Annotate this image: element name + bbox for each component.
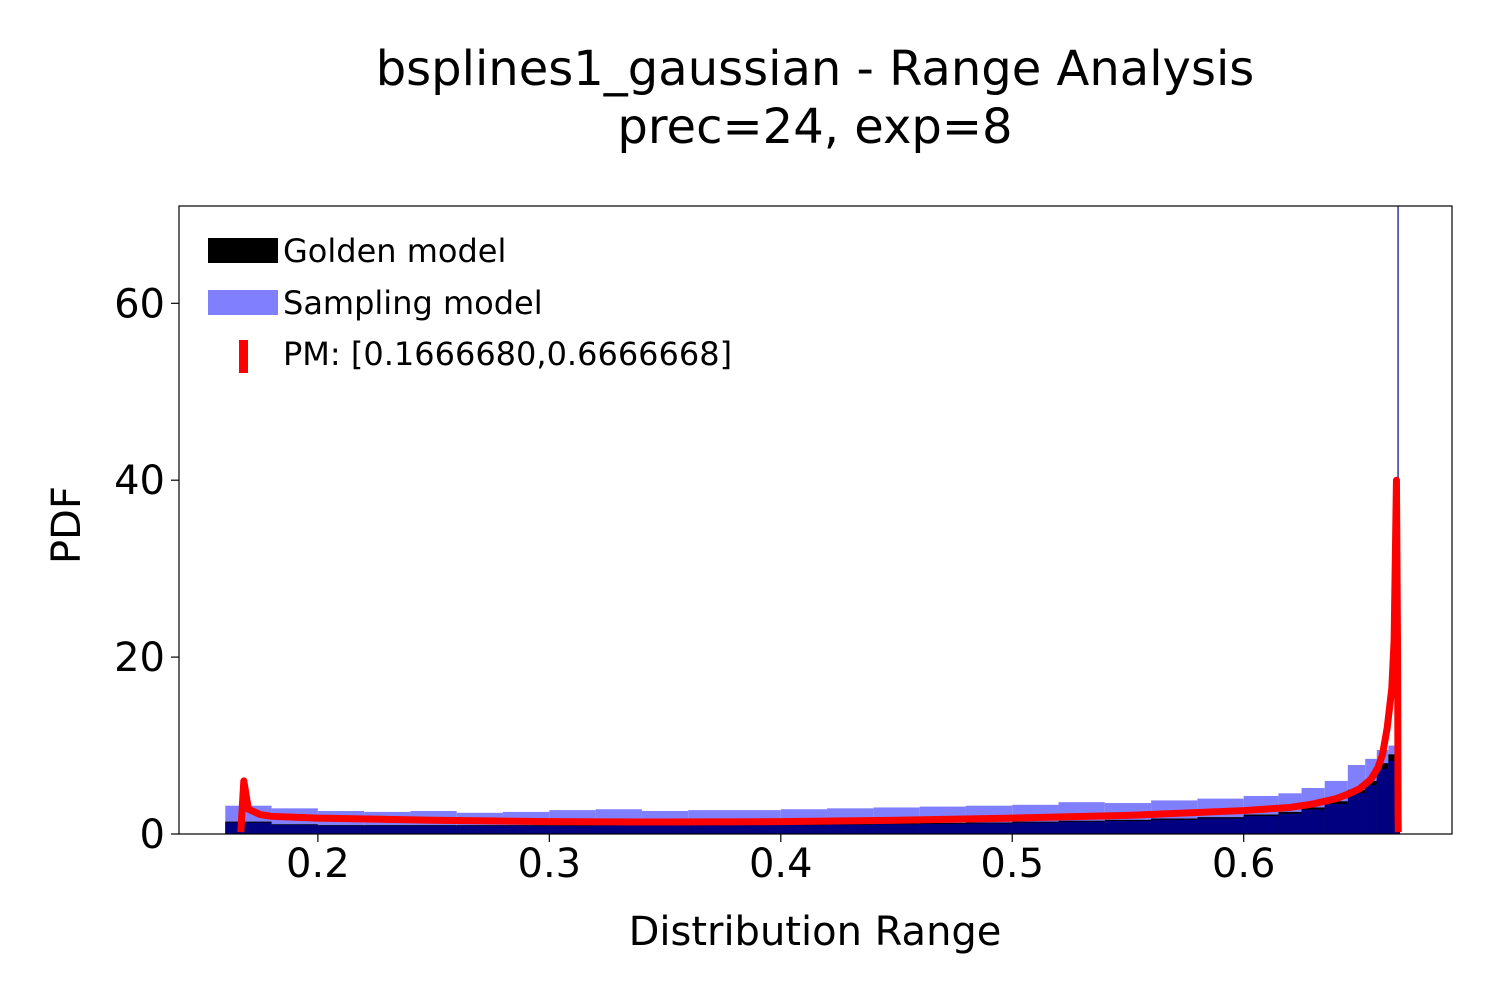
chart-subtitle: prec=24, exp=8 — [617, 99, 1012, 155]
overlap-bar — [1347, 793, 1366, 834]
overlap-bar — [410, 825, 457, 834]
y-tick-label: 60 — [114, 281, 165, 327]
overlap-bar — [641, 825, 689, 834]
overlap-bar — [595, 825, 642, 834]
overlap-bar — [271, 825, 318, 834]
x-tick-label: 0.3 — [518, 841, 582, 887]
overlap-bar — [225, 822, 272, 834]
legend-label-sampling: Sampling model — [283, 284, 543, 322]
plot-area — [225, 206, 1402, 834]
overlap-bar — [364, 825, 411, 834]
overlap-bar — [919, 823, 966, 834]
overlap-bar — [1197, 818, 1244, 834]
y-tick-label: 0 — [140, 812, 165, 858]
overlap-bar — [873, 824, 920, 834]
x-axis: 0.2 0.3 0.4 0.5 0.6 — [286, 834, 1276, 887]
overlap-bar — [1301, 809, 1325, 834]
overlap-bar — [1151, 819, 1198, 834]
overlap-bar — [1104, 820, 1152, 834]
x-tick-label: 0.2 — [286, 841, 350, 887]
x-axis-label: Distribution Range — [629, 909, 1002, 955]
overlap-bar — [965, 823, 1013, 834]
x-tick-label: 0.4 — [749, 841, 813, 887]
pm-line — [237, 476, 1402, 833]
overlap-bar — [734, 825, 781, 834]
overlap-bar — [1376, 768, 1389, 834]
x-tick-label: 0.6 — [1212, 841, 1276, 887]
overlap-bar — [503, 825, 550, 834]
y-axis: 0 20 40 60 — [114, 281, 179, 858]
overlap-bar — [1278, 813, 1302, 834]
overlap-bar — [1365, 785, 1377, 834]
overlap-bar — [1012, 822, 1059, 834]
overlap-bar — [1058, 821, 1105, 834]
overlap-bar — [549, 825, 596, 834]
legend: Golden model Sampling model PM: [0.16666… — [208, 232, 732, 373]
y-axis-label: PDF — [44, 486, 90, 564]
overlap-bar — [827, 824, 874, 834]
overlap-bar — [780, 825, 828, 834]
legend-swatch-pm — [239, 340, 248, 373]
overlap-bar — [1388, 760, 1400, 834]
overlap-bar — [317, 825, 365, 834]
chart-title: bsplines1_gaussian - Range Analysis — [376, 41, 1255, 97]
legend-label-golden: Golden model — [283, 232, 506, 270]
y-tick-label: 40 — [114, 458, 165, 504]
overlap-bar — [688, 825, 735, 834]
overlap-bars — [225, 760, 1400, 834]
overlap-bar — [1324, 803, 1348, 834]
legend-swatch-sampling — [208, 290, 278, 315]
plot-frame — [178, 205, 1453, 835]
y-tick-label: 20 — [114, 635, 165, 681]
legend-label-pm: PM: [0.1666680,0.6666668] — [283, 335, 732, 373]
overlap-bar — [456, 825, 504, 834]
legend-swatch-golden — [208, 238, 278, 263]
overlap-bar — [1243, 816, 1279, 834]
x-tick-label: 0.5 — [980, 841, 1044, 887]
